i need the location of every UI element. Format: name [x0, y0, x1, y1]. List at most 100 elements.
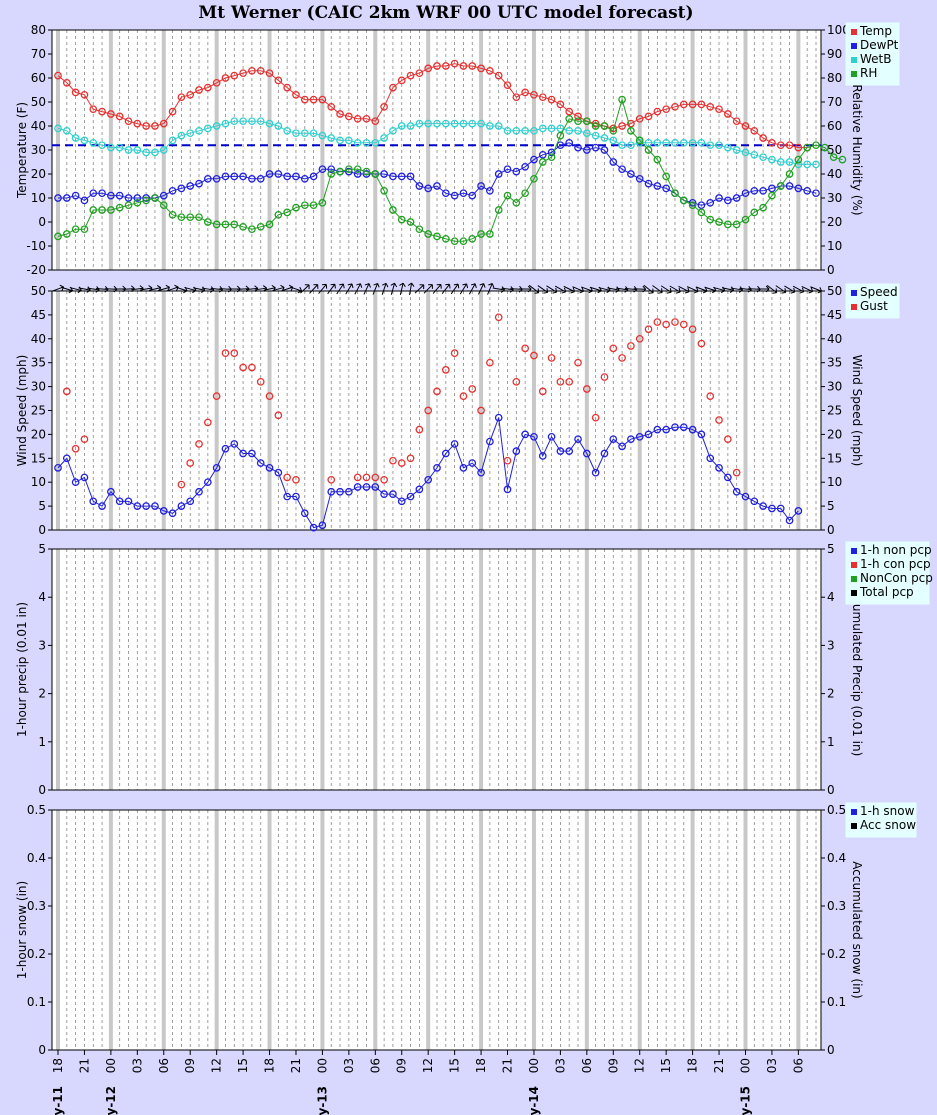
data-point	[521, 430, 529, 439]
wind-barb-icon	[459, 283, 469, 295]
data-point	[107, 191, 115, 200]
data-point	[203, 83, 212, 92]
data-point	[459, 119, 468, 128]
barb-shaft	[784, 285, 795, 293]
legend-box	[845, 283, 900, 319]
data-point	[151, 122, 159, 130]
ytick-label-right: 20	[827, 427, 842, 441]
ytick-label-left: 20	[31, 167, 46, 181]
data-point	[724, 143, 732, 152]
barb-head	[738, 289, 743, 293]
data-point	[776, 158, 785, 166]
data-point	[380, 170, 388, 178]
data-point	[433, 387, 441, 396]
data-point	[362, 473, 371, 482]
xtick-label: 06	[791, 1058, 805, 1073]
data-point	[195, 179, 203, 188]
barb-shaft	[254, 287, 267, 291]
data-point	[283, 492, 292, 501]
data-point	[336, 487, 344, 496]
barb-head	[537, 288, 540, 293]
data-point	[715, 416, 723, 424]
barb-head	[431, 284, 433, 289]
data-point	[71, 191, 80, 200]
data-point	[107, 487, 115, 496]
plot-area	[52, 291, 821, 530]
data-point	[627, 126, 635, 135]
data-point	[256, 222, 265, 231]
data-point	[168, 210, 177, 219]
data-point	[221, 74, 230, 82]
ytick-label-right: 4	[827, 590, 835, 604]
data-point	[732, 468, 741, 477]
barb-shaft	[327, 283, 336, 295]
data-point	[177, 131, 186, 140]
barb-head	[280, 284, 285, 288]
y2-axis-label: Wind Speed (mph)	[850, 355, 864, 467]
plot-area	[52, 810, 821, 1050]
data-point	[565, 126, 574, 135]
wind-barb-icon	[519, 285, 532, 293]
barb-shaft	[528, 284, 539, 294]
ytick-label-right: 5	[827, 499, 835, 513]
data-point	[151, 148, 159, 157]
data-point	[441, 366, 450, 374]
data-point	[133, 198, 142, 207]
barb-head	[271, 285, 276, 289]
data-point	[794, 507, 803, 515]
data-point	[274, 170, 283, 178]
barb-shaft	[354, 283, 361, 295]
data-point	[380, 186, 388, 195]
data-point	[477, 406, 485, 415]
data-point	[521, 126, 529, 135]
data-point	[838, 155, 847, 164]
xtick-label: 12	[210, 1058, 224, 1073]
ytick-label-left: 0	[38, 523, 46, 537]
data-point	[221, 119, 230, 128]
barb-shaft	[563, 285, 575, 293]
wind-barb-icon	[669, 285, 681, 294]
barb-shaft	[704, 286, 717, 292]
y2-axis-label: Accumulated snow (in)	[850, 861, 864, 998]
ytick-label-left: 50	[31, 95, 46, 109]
data-point	[151, 194, 159, 202]
data-point	[644, 179, 653, 188]
data-point	[345, 112, 353, 121]
data-point	[239, 222, 247, 231]
data-point	[441, 62, 450, 70]
xtick-label: 00	[315, 1058, 329, 1073]
data-point	[627, 119, 635, 128]
data-point	[820, 143, 829, 152]
barb-head	[436, 283, 441, 286]
barb-head	[317, 284, 319, 289]
data-point	[768, 184, 776, 193]
data-point	[265, 119, 274, 128]
data-point	[741, 215, 750, 224]
data-point	[195, 213, 203, 222]
barb-head	[201, 289, 206, 293]
data-point	[424, 184, 433, 193]
data-point	[98, 107, 106, 116]
data-point	[230, 220, 239, 229]
barb-head	[262, 285, 267, 289]
ytick-label-left: 80	[31, 23, 46, 37]
xtick-label: 09	[606, 1058, 620, 1073]
barb-head	[661, 288, 663, 293]
barb-head	[254, 285, 259, 289]
barb-head	[669, 288, 672, 293]
wind-barb-icon	[432, 283, 442, 294]
barb-head	[552, 291, 557, 294]
data-point	[397, 76, 406, 85]
wind-barb-icon	[390, 282, 398, 295]
panel-precip: 0 0 1 1 2 2 3 3 4 4 5 5 1-hour precip (0.01 in) Accum…	[15, 541, 933, 797]
legend-swatch	[851, 823, 857, 829]
ytick-label-right: 80	[827, 71, 842, 85]
xtick-label: 12	[421, 1058, 435, 1073]
data-point	[142, 122, 150, 130]
data-point	[486, 358, 494, 367]
data-point	[750, 497, 759, 506]
series-line	[57, 63, 808, 149]
data-point	[618, 122, 626, 130]
barb-head	[597, 290, 602, 294]
data-point	[265, 170, 274, 178]
